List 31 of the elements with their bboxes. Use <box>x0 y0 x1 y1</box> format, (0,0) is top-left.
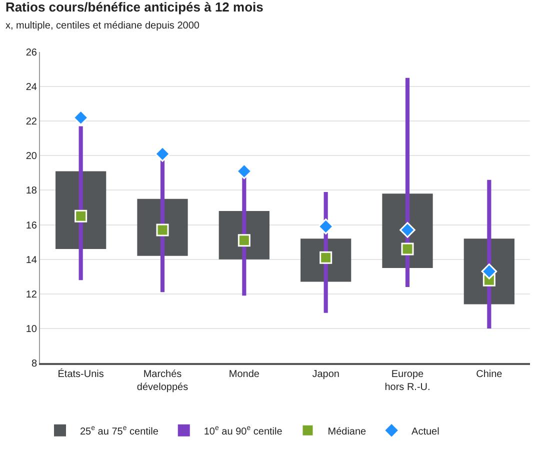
x-tick-label: Monde <box>228 368 260 380</box>
point <box>74 210 88 222</box>
point <box>156 224 169 236</box>
y-tick-label: 16 <box>26 220 38 232</box>
bar <box>78 126 83 280</box>
legend-label: 10$^{e}$ au 90$^{e}$ centile <box>204 425 283 438</box>
x-tick-label: Marchés développés <box>136 368 188 393</box>
y-tick-label: 20 <box>26 151 38 162</box>
y-tick-label: 24 <box>26 82 38 94</box>
y-tick-label: 10 <box>26 324 38 335</box>
y-tick-label: 26 <box>26 48 38 58</box>
legend-label: 25$^{e}$ au 75$^{e}$ centile <box>80 425 159 438</box>
legend-label: Médiane <box>328 426 367 438</box>
y-tick-label: 12 <box>26 289 38 300</box>
chart-subtitle: x, multiple, centiles et médiane depuis 2000 <box>5 20 200 32</box>
y-tick-label: 8 <box>31 358 38 370</box>
point <box>154 146 170 162</box>
x-tick-label: Chine <box>476 368 503 380</box>
point <box>318 218 334 234</box>
y-tick-label: 18 <box>26 186 38 197</box>
x-tick-label: États-Unis <box>58 368 104 380</box>
x-tick-label: Japon <box>312 368 340 380</box>
y-tick-label: 14 <box>26 254 38 266</box>
x-tick-label: Europe hors R.-U. <box>384 368 430 393</box>
chart-title: Ratios cours/bénéfice anticipés à 12 mois <box>5 0 264 14</box>
y-tick-label: 22 <box>26 116 38 128</box>
point <box>400 222 416 238</box>
point <box>401 242 414 256</box>
point <box>72 110 89 126</box>
point <box>236 163 252 180</box>
legend-label: Actuel <box>412 426 440 438</box>
